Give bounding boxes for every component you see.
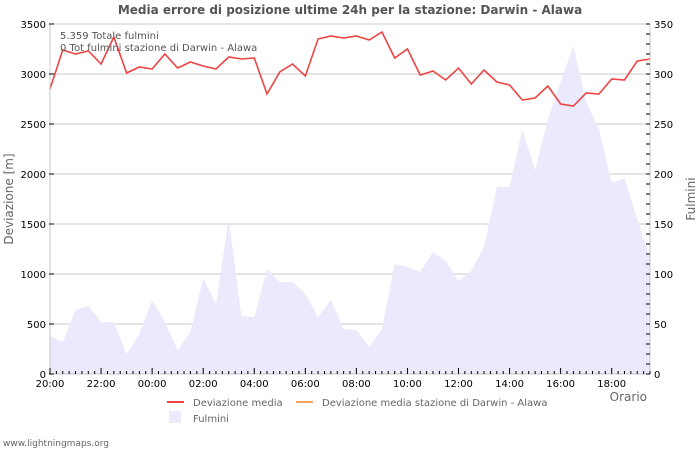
- y-tick-label: 1000: [21, 270, 46, 281]
- y-tick-label: 2500: [21, 120, 46, 131]
- station-strikes-annotation: 0 Tot fulmini stazione di Darwin - Alawa: [60, 43, 257, 54]
- x-tick-label: 16:00: [546, 379, 575, 390]
- legend: Deviazione media Deviazione media stazio…: [167, 398, 547, 425]
- y2-tick-label: 350: [654, 20, 673, 31]
- x-tick-label: 14:00: [495, 379, 524, 390]
- x-tick-label: 20:00: [36, 379, 65, 390]
- y-axis-right-ticks: 0 50 100 150 200 250 300 350: [646, 20, 673, 381]
- x-tick-label: 10:00: [393, 379, 422, 390]
- footer-link[interactable]: www.lightningmaps.org: [3, 439, 109, 449]
- x-tick-label: 18:00: [597, 379, 626, 390]
- y-tick-label: 500: [27, 320, 46, 331]
- y-tick-label: 3500: [21, 20, 46, 31]
- y2-axis-title: Fulmini: [684, 177, 698, 220]
- x-tick-label: 08:00: [342, 379, 371, 390]
- y2-tick-label: 100: [654, 270, 673, 281]
- total-strikes-annotation: 5.359 Totale fulmini: [60, 31, 159, 42]
- legend-item-fulmini[interactable]: Fulmini: [169, 411, 229, 425]
- legend-label: Deviazione media: [193, 398, 283, 409]
- y-tick-label: 0: [40, 370, 46, 381]
- y2-tick-label: 250: [654, 120, 673, 131]
- y2-tick-label: 200: [654, 170, 673, 181]
- y-axis-title: Deviazione [m]: [2, 153, 16, 244]
- legend-label: Deviazione media stazione di Darwin - Al…: [322, 398, 547, 409]
- y-tick-label: 3000: [21, 70, 46, 81]
- chart-title: Media errore di posizione ultime 24h per…: [118, 3, 582, 17]
- x-tick-label: 04:00: [240, 379, 269, 390]
- legend-swatch-area: [169, 411, 181, 423]
- y2-tick-label: 300: [654, 70, 673, 81]
- y-tick-label: 2000: [21, 170, 46, 181]
- x-tick-label: 22:00: [87, 379, 116, 390]
- y2-tick-label: 150: [654, 220, 673, 231]
- x-axis-title: Orario: [610, 390, 647, 404]
- fulmini-area-path: [50, 46, 650, 374]
- legend-item-deviazione-media[interactable]: Deviazione media: [167, 398, 283, 409]
- x-tick-label: 00:00: [138, 379, 167, 390]
- legend-item-deviazione-stazione[interactable]: Deviazione media stazione di Darwin - Al…: [296, 398, 547, 409]
- x-axis-ticks: 20:00 22:00 00:00 02:00 04:00 06:00 08:00 10:00…: [36, 368, 651, 390]
- x-tick-label: 02:00: [189, 379, 218, 390]
- fulmini-area: [50, 46, 650, 374]
- deviazione-media-line: [49, 30, 651, 107]
- x-tick-label: 12:00: [444, 379, 473, 390]
- legend-label: Fulmini: [193, 414, 229, 425]
- y2-tick-label: 50: [654, 320, 667, 331]
- y2-tick-label: 0: [654, 370, 660, 381]
- x-tick-label: 06:00: [291, 379, 320, 390]
- deviazione-media-polyline: [49, 30, 651, 107]
- y-axis-left-ticks: 0 500 1000 1500 2000 2500 3000 3500: [21, 20, 54, 381]
- y-tick-label: 1500: [21, 220, 46, 231]
